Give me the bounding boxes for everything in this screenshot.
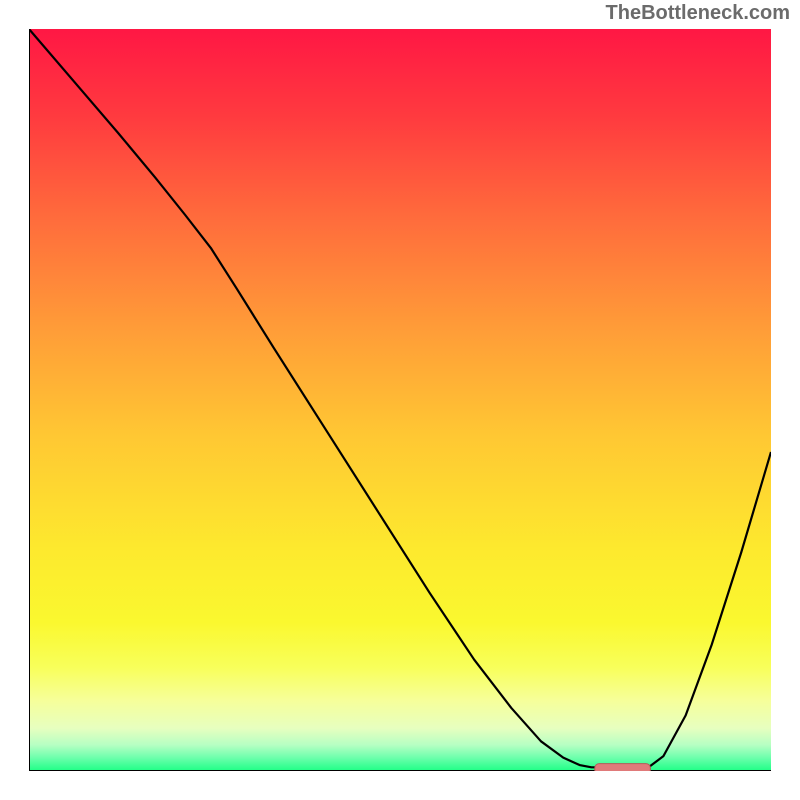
optimal-range-marker bbox=[595, 764, 651, 771]
gradient-background bbox=[29, 29, 771, 771]
bottleneck-chart bbox=[29, 29, 771, 771]
watermark-text: TheBottleneck.com bbox=[606, 2, 790, 25]
chart-svg bbox=[29, 29, 771, 771]
